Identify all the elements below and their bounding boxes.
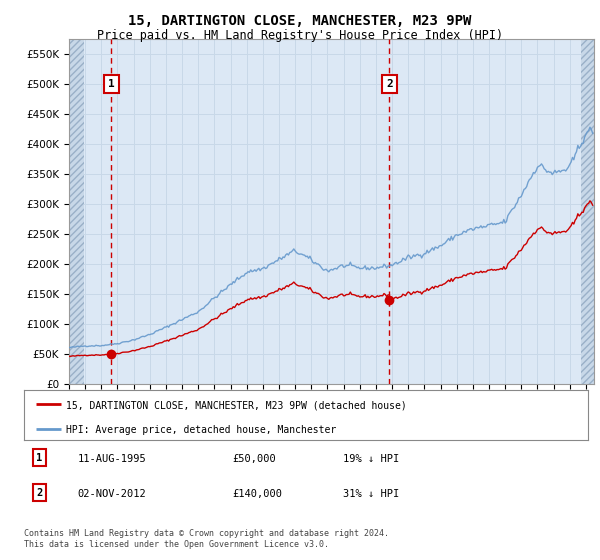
Text: 15, DARTINGTON CLOSE, MANCHESTER, M23 9PW: 15, DARTINGTON CLOSE, MANCHESTER, M23 9P… (128, 14, 472, 28)
Text: 31% ↓ HPI: 31% ↓ HPI (343, 489, 399, 499)
Text: 1: 1 (37, 452, 43, 463)
Text: £140,000: £140,000 (233, 489, 283, 499)
Bar (581, 39, 597, 384)
Text: HPI: Average price, detached house, Manchester: HPI: Average price, detached house, Manc… (66, 424, 337, 435)
Text: 11-AUG-1995: 11-AUG-1995 (77, 454, 146, 464)
Text: 1: 1 (108, 79, 115, 89)
Text: Contains HM Land Registry data © Crown copyright and database right 2024.
This d: Contains HM Land Registry data © Crown c… (24, 529, 389, 549)
Text: 02-NOV-2012: 02-NOV-2012 (77, 489, 146, 499)
Text: 15, DARTINGTON CLOSE, MANCHESTER, M23 9PW (detached house): 15, DARTINGTON CLOSE, MANCHESTER, M23 9P… (66, 400, 407, 410)
Text: 2: 2 (386, 79, 393, 89)
Text: Price paid vs. HM Land Registry's House Price Index (HPI): Price paid vs. HM Land Registry's House … (97, 29, 503, 42)
Text: £50,000: £50,000 (233, 454, 277, 464)
Text: 2: 2 (37, 488, 43, 498)
Text: 19% ↓ HPI: 19% ↓ HPI (343, 454, 399, 464)
Bar (69, 39, 84, 384)
